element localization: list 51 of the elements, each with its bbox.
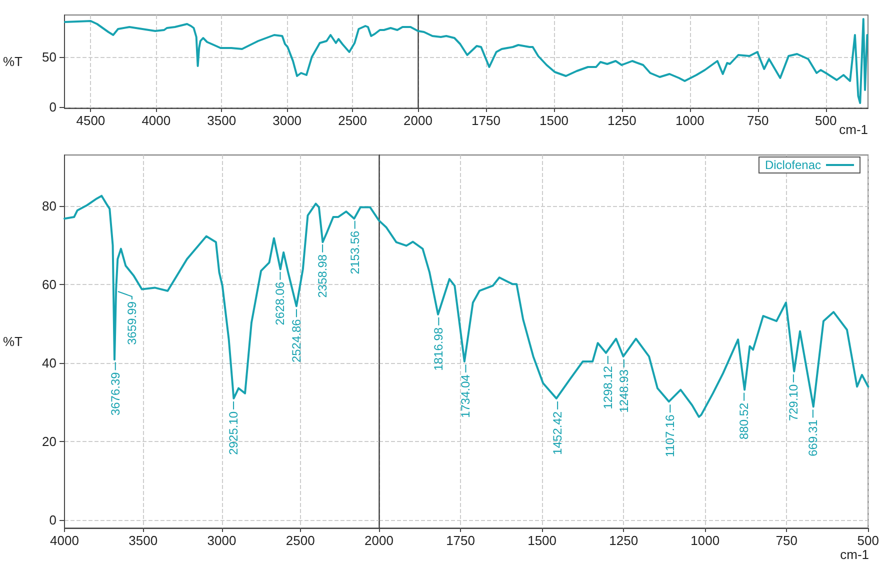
annotation: 2925.10	[226, 411, 241, 455]
x-tick-label: 500	[857, 533, 880, 548]
y-tick-label: 0	[49, 512, 56, 528]
annotation: 2628.06	[273, 282, 288, 326]
x-tick-label: 4500	[76, 113, 106, 128]
annotation: 2153.56	[348, 230, 362, 274]
annotation: 3659.99	[124, 301, 139, 345]
annotation: 2524.86	[289, 318, 304, 363]
y-tick-label: 50	[42, 50, 56, 64]
x-axis-title: cm-1	[839, 122, 868, 137]
annotation: 669.31	[806, 419, 820, 456]
annotation: 2358.98	[316, 254, 330, 298]
x-tick-label: 3500	[128, 533, 158, 548]
x-tick-label: 3000	[207, 533, 236, 548]
x-tick-label: 3000	[272, 113, 302, 128]
annotation: 1734.04	[458, 374, 473, 418]
x-tick-label: 2500	[286, 533, 315, 548]
y-axis-title: %T	[3, 334, 23, 349]
x-tick-label: 750	[776, 533, 798, 548]
y-tick-label: 20	[42, 434, 56, 450]
x-tick-label: 1750	[446, 533, 475, 548]
y-tick-label: 60	[42, 277, 56, 292]
x-tick-label: 1750	[472, 113, 500, 128]
x-tick-label: 500	[815, 113, 837, 128]
annotation: 1816.98	[432, 327, 446, 371]
annotation: 1107.16	[663, 414, 678, 458]
x-tick-label: 4000	[142, 113, 171, 128]
x-tick-label: 1500	[539, 113, 568, 128]
x-tick-label: 750	[747, 113, 769, 128]
y-tick-label: 80	[42, 198, 56, 214]
x-tick-label: 4000	[50, 533, 79, 548]
x-tick-label: 1250	[607, 113, 636, 128]
y-axis-title: %T	[3, 54, 23, 69]
y-tick-label: 0	[49, 100, 56, 114]
x-tick-label: 2000	[364, 533, 394, 548]
annotation: 1452.42	[550, 411, 565, 455]
annotation: 729.10	[786, 384, 800, 422]
x-tick-label: 1000	[690, 533, 720, 548]
y-tick-label: 40	[42, 356, 56, 371]
x-tick-label: 2000	[404, 113, 432, 128]
x-tick-label: 2500	[338, 113, 367, 128]
annotation: 1298.12	[600, 366, 615, 410]
legend-label: Diclofenac	[764, 158, 821, 172]
annotation: 1248.93	[616, 369, 631, 413]
x-tick-label: 1000	[675, 113, 704, 128]
x-tick-label: 3500	[207, 113, 236, 128]
x-tick-label: 1250	[609, 533, 638, 548]
x-axis-title: cm-1	[840, 547, 869, 561]
annotation: 3676.39	[108, 372, 122, 416]
x-tick-label: 1500	[528, 533, 557, 548]
annotation: 880.52	[737, 402, 752, 440]
